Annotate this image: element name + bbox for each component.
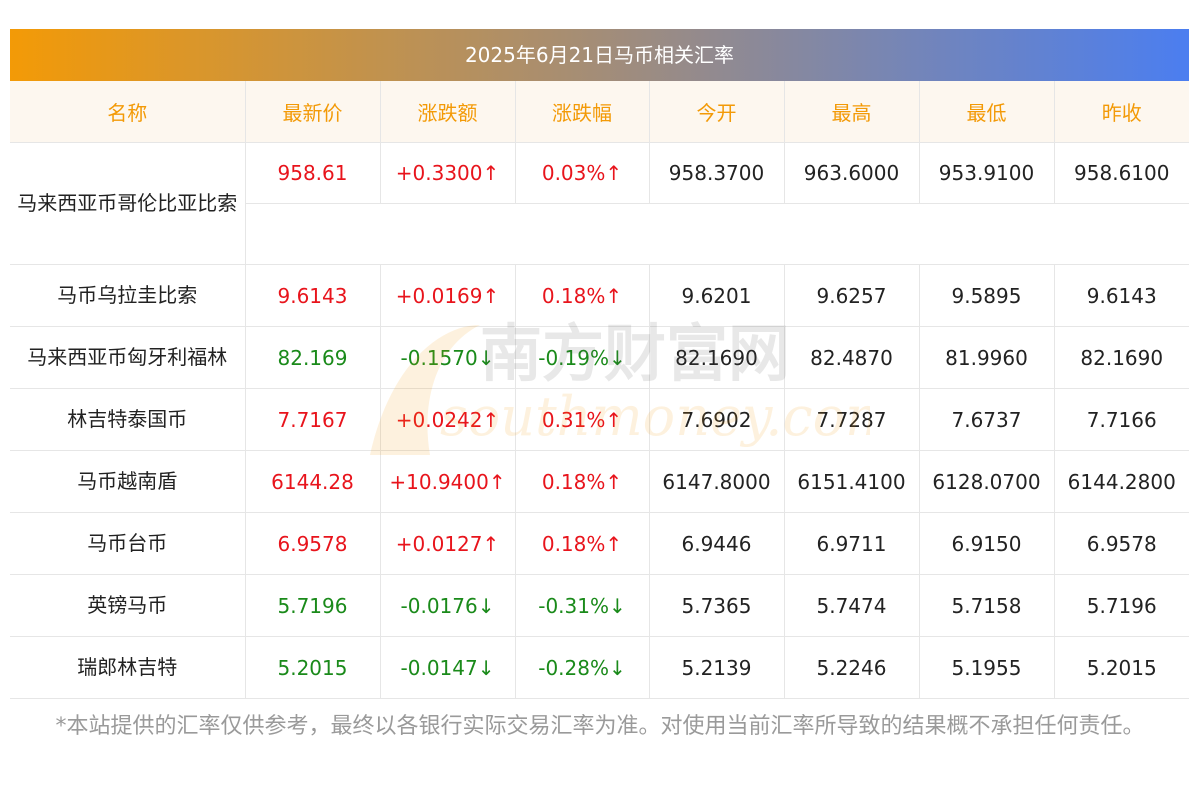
table-row: 英镑马币 5.7196 -0.0176↓ -0.31%↓ 5.7365 5.74… xyxy=(10,574,1189,637)
header-change-pct: 涨跌幅 xyxy=(515,81,650,143)
currency-pair-name[interactable]: 马来西亚币哥伦比亚比索 xyxy=(10,142,246,265)
table-row: 马来西亚币匈牙利福林 82.169 -0.1570↓ -0.19%↓ 82.16… xyxy=(10,326,1189,389)
high-price: 9.6257 xyxy=(784,264,920,327)
latest-price: 9.6143 xyxy=(245,264,381,327)
header-name: 名称 xyxy=(10,81,246,143)
header-row: 名称 最新价 涨跌额 涨跌幅 今开 最高 最低 昨收 xyxy=(10,81,1189,143)
high-price: 7.7287 xyxy=(784,388,920,451)
prev-close-price: 6.9578 xyxy=(1054,512,1189,575)
change-amount: +10.9400↑ xyxy=(380,450,516,513)
table-row: 瑞郎林吉特 5.2015 -0.0147↓ -0.28%↓ 5.2139 5.2… xyxy=(10,636,1189,699)
rate-panel: 2025年6月21日马币相关汇率 名称 最新价 涨跌额 涨跌幅 今开 最高 最低… xyxy=(10,29,1189,699)
prev-close-price: 5.7196 xyxy=(1054,574,1189,637)
currency-pair-name[interactable]: 瑞郎林吉特 xyxy=(10,636,246,699)
table-row: 马来西亚币哥伦比亚比索 958.61 +0.3300↑ 0.03%↑ 958.3… xyxy=(10,142,1189,265)
latest-price: 7.7167 xyxy=(245,388,381,451)
currency-pair-name[interactable]: 英镑马币 xyxy=(10,574,246,637)
prev-close-price: 7.7166 xyxy=(1054,388,1189,451)
change-percent: -0.28%↓ xyxy=(515,636,650,699)
high-price: 6.9711 xyxy=(784,512,920,575)
open-price: 5.7365 xyxy=(649,574,785,637)
low-price: 9.5895 xyxy=(919,264,1055,327)
low-price: 6128.0700 xyxy=(919,450,1055,513)
header-low: 最低 xyxy=(919,81,1055,143)
change-amount: -0.0147↓ xyxy=(380,636,516,699)
low-price: 6.9150 xyxy=(919,512,1055,575)
change-amount: -0.0176↓ xyxy=(380,574,516,637)
currency-pair-name[interactable]: 马币越南盾 xyxy=(10,450,246,513)
rates-table: 名称 最新价 涨跌额 涨跌幅 今开 最高 最低 昨收 马来西亚币哥伦比亚比索 9… xyxy=(10,81,1189,699)
latest-price: 958.61 xyxy=(245,142,381,204)
open-price: 958.3700 xyxy=(649,142,785,204)
change-percent: 0.31%↑ xyxy=(515,388,650,451)
change-percent: 0.18%↑ xyxy=(515,450,650,513)
header-change: 涨跌额 xyxy=(380,81,516,143)
change-amount: +0.0242↑ xyxy=(380,388,516,451)
prev-close-price: 9.6143 xyxy=(1054,264,1189,327)
header-open: 今开 xyxy=(649,81,785,143)
currency-pair-name[interactable]: 马来西亚币匈牙利福林 xyxy=(10,326,246,389)
table-row: 林吉特泰国币 7.7167 +0.0242↑ 0.31%↑ 7.6902 7.7… xyxy=(10,388,1189,451)
empty-cell xyxy=(245,203,1189,265)
latest-price: 5.7196 xyxy=(245,574,381,637)
low-price: 81.9960 xyxy=(919,326,1055,389)
low-price: 5.7158 xyxy=(919,574,1055,637)
change-amount: +0.0127↑ xyxy=(380,512,516,575)
change-percent: 0.18%↑ xyxy=(515,264,650,327)
prev-close-price: 958.6100 xyxy=(1054,142,1189,204)
change-percent: -0.19%↓ xyxy=(515,326,650,389)
change-percent: -0.31%↓ xyxy=(515,574,650,637)
open-price: 7.6902 xyxy=(649,388,785,451)
high-price: 82.4870 xyxy=(784,326,920,389)
prev-close-price: 6144.2800 xyxy=(1054,450,1189,513)
table-row-continuation xyxy=(10,203,1189,265)
table-row: 马币越南盾 6144.28 +10.9400↑ 0.18%↑ 6147.8000… xyxy=(10,450,1189,513)
low-price: 5.1955 xyxy=(919,636,1055,699)
change-percent: 0.03%↑ xyxy=(515,142,650,204)
change-percent: 0.18%↑ xyxy=(515,512,650,575)
high-price: 6151.4100 xyxy=(784,450,920,513)
low-price: 7.6737 xyxy=(919,388,1055,451)
low-price: 953.9100 xyxy=(919,142,1055,204)
high-price: 5.7474 xyxy=(784,574,920,637)
high-price: 963.6000 xyxy=(784,142,920,204)
change-amount: -0.1570↓ xyxy=(380,326,516,389)
table-title: 2025年6月21日马币相关汇率 xyxy=(10,29,1189,81)
latest-price: 6144.28 xyxy=(245,450,381,513)
table-row: 马币台币 6.9578 +0.0127↑ 0.18%↑ 6.9446 6.971… xyxy=(10,512,1189,575)
high-price: 5.2246 xyxy=(784,636,920,699)
header-prev-close: 昨收 xyxy=(1054,81,1189,143)
prev-close-price: 5.2015 xyxy=(1054,636,1189,699)
change-amount: +0.0169↑ xyxy=(380,264,516,327)
currency-pair-name[interactable]: 林吉特泰国币 xyxy=(10,388,246,451)
latest-price: 6.9578 xyxy=(245,512,381,575)
table-row: 马币乌拉圭比索 9.6143 +0.0169↑ 0.18%↑ 9.6201 9.… xyxy=(10,264,1189,327)
currency-pair-name[interactable]: 马币台币 xyxy=(10,512,246,575)
open-price: 5.2139 xyxy=(649,636,785,699)
open-price: 9.6201 xyxy=(649,264,785,327)
header-latest: 最新价 xyxy=(245,81,381,143)
currency-pair-name[interactable]: 马币乌拉圭比索 xyxy=(10,264,246,327)
open-price: 6.9446 xyxy=(649,512,785,575)
open-price: 6147.8000 xyxy=(649,450,785,513)
change-amount: +0.3300↑ xyxy=(380,142,516,204)
latest-price: 82.169 xyxy=(245,326,381,389)
open-price: 82.1690 xyxy=(649,326,785,389)
prev-close-price: 82.1690 xyxy=(1054,326,1189,389)
disclaimer-text: *本站提供的汇率仅供参考，最终以各银行实际交易汇率为准。对使用当前汇率所导致的结… xyxy=(55,714,1145,739)
header-high: 最高 xyxy=(784,81,920,143)
latest-price: 5.2015 xyxy=(245,636,381,699)
